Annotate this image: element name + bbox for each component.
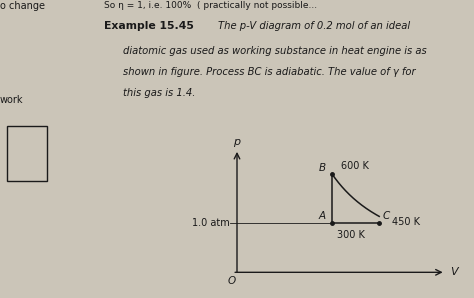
Text: Example 15.45: Example 15.45	[104, 21, 194, 31]
Text: 1.0 atm: 1.0 atm	[191, 218, 229, 228]
Text: So η = 1, i.e. 100%  ( practically not possible...: So η = 1, i.e. 100% ( practically not po…	[104, 1, 318, 10]
Text: The p-V diagram of 0.2 mol of an ideal: The p-V diagram of 0.2 mol of an ideal	[218, 21, 410, 31]
Text: o change: o change	[0, 1, 45, 12]
Text: O: O	[227, 276, 236, 286]
Text: 300 K: 300 K	[337, 230, 365, 240]
Text: 450 K: 450 K	[392, 217, 420, 227]
Text: A: A	[319, 211, 326, 221]
Bar	[7, 126, 47, 181]
Text: p: p	[233, 137, 241, 147]
Text: this gas is 1.4.: this gas is 1.4.	[123, 88, 196, 98]
Text: B: B	[319, 163, 326, 173]
Text: work: work	[0, 95, 24, 105]
Text: shown in figure. Process BC is adiabatic. The value of γ for: shown in figure. Process BC is adiabatic…	[123, 67, 416, 77]
Text: V: V	[450, 267, 458, 277]
Text: diatomic gas used as working substance in heat engine is as: diatomic gas used as working substance i…	[123, 46, 427, 56]
Text: 600 K: 600 K	[341, 161, 369, 171]
Text: C: C	[383, 211, 390, 221]
